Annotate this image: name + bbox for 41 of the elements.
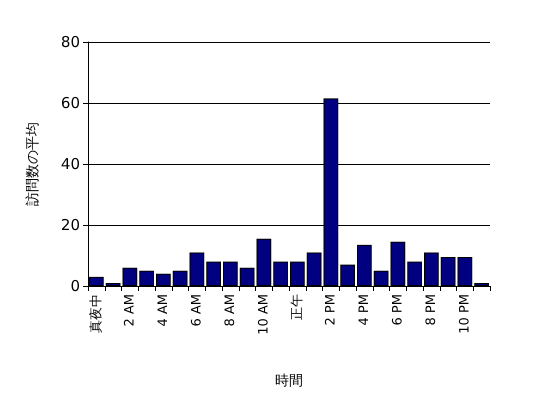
bar [122,268,138,286]
y-tick-label: 20 [60,216,80,234]
bar [156,274,171,286]
x-axis-title: 時間 [275,373,303,389]
bar [106,282,120,286]
bar [172,270,188,286]
bar [458,257,472,286]
x-tick-label: 正午 [290,294,305,320]
y-tick-label: 0 [70,277,80,295]
bar [440,257,456,286]
bar [223,262,238,286]
x-tick-label: 8 AM [222,294,238,327]
x-tick-label: 真夜中 [88,294,104,333]
bar [139,270,154,286]
bar [306,252,322,286]
bar [240,268,254,286]
x-tick-label: 4 PM [356,294,372,326]
bar [474,282,489,286]
x-tick-label: 10 AM [256,294,272,335]
x-tick-label: 4 AM [156,294,171,327]
x-tick-label: 6 PM [390,294,406,326]
bar [290,262,305,286]
bar [374,270,388,286]
bar [407,262,422,286]
x-tick-label: 2 AM [122,294,138,327]
y-tick-label: 60 [60,94,80,112]
bar [424,252,439,286]
bar [273,262,288,286]
bar [390,242,406,286]
bar [256,238,272,286]
x-tick-label: 2 PM [323,294,338,326]
bar [206,262,221,286]
bar [340,264,355,286]
bar [357,244,372,286]
y-tick-label: 40 [60,155,80,173]
x-tick-label: 8 PM [424,294,439,326]
bar [190,252,204,286]
x-tick-label: 6 AM [189,294,204,327]
y-tick-label: 80 [60,33,80,51]
y-axis-title: 訪問数の平均 [25,122,41,206]
x-tick-label: 10 PM [457,294,472,334]
